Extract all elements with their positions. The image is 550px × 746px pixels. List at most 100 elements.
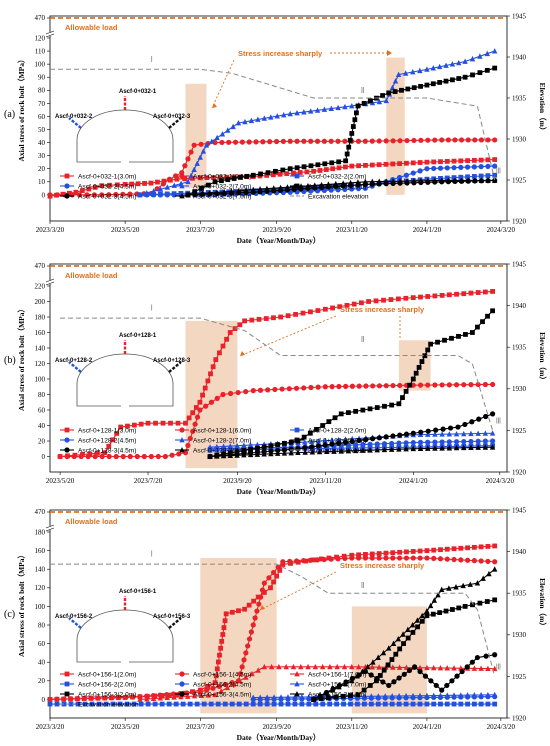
panel-b-series-ascf-0-128-1-6-0m--point <box>343 383 349 389</box>
panel-c-series-ascf-0-156-1-4-5m--point <box>210 685 216 691</box>
panel-b-series-ascf-0-128-3-7-0m--point <box>345 447 352 454</box>
panel-c-series-ascf-0-156-1-4-5m--point <box>478 558 484 564</box>
panel-c-series-ascf-0-156-1-2-0m--point <box>215 659 221 665</box>
panel-a-stage-label: Ⅱ <box>361 86 365 95</box>
panel-a-series-ascf-0-032-2-4-5m--point <box>464 164 471 170</box>
panel-a-series-ascf-0-032-3-2-0m--point <box>346 144 352 150</box>
panel-b-series-ascf-0-128-3-4-5m--point <box>336 440 342 446</box>
panel-a-stress-arrowhead <box>387 50 392 56</box>
panel-c-y2-axis-label: Elevation（m） <box>538 578 548 630</box>
panel-c-series-ascf-0-156-2-2-0m--point <box>173 701 179 707</box>
panel-c-series-ascf-0-156-1-4-5m--point <box>280 559 286 565</box>
panel-c-series-ascf-0-156-2-2-0m--point <box>110 701 116 707</box>
panel-a-series-ascf-0-032-1-3-0m--point <box>343 164 348 170</box>
panel-b-bolt-3 <box>168 361 182 373</box>
panel-c-series-ascf-0-156-1-2-0m--point <box>363 552 368 557</box>
panel-b-series-ascf-0-128-1-3-0m--point <box>454 291 459 297</box>
panel-a-series-ascf-0-032-1-3-0m--point <box>356 163 362 169</box>
panel-a-series-ascf-0-032-3-7-0m--point <box>271 185 277 191</box>
panel-a-series-ascf-0-032-1-6-0m--point <box>452 137 458 143</box>
panel-b-series-ascf-0-128-3-7-0m--point <box>367 447 373 453</box>
panel-c-series-ascf-0-156-1-2-0m--point <box>221 625 227 631</box>
panel-c-series-ascf-0-156-2-2-0m--point <box>187 701 193 707</box>
panel-c-xtick-label: 2023/9/20 <box>262 723 291 731</box>
panel-b-series-ascf-0-128-2-4-5m--point <box>461 438 467 445</box>
panel-b-series-ascf-0-128-3-2-0m--point <box>480 319 485 325</box>
panel-b-legend-marker <box>179 447 185 453</box>
panel-b-series-ascf-0-128-1-3-0m--point <box>366 299 372 304</box>
panel-a-series-ascf-0-032-2-7-0m--point <box>335 104 341 111</box>
panel-c-series-ascf-0-156-2-2-0m--point <box>382 701 388 707</box>
panel-c-series-ascf-0-156-3-7-0m--point <box>329 687 336 693</box>
panel-a-series-ascf-0-032-2-4-5m--point <box>458 164 464 171</box>
panel-a-series-ascf-0-032-3-7-0m--point <box>312 182 318 188</box>
panel-a-series-ascf-0-032-2-7-0m--point <box>230 123 236 130</box>
panel-c-legend-marker <box>179 691 185 697</box>
panel-c-axis-break <box>46 526 54 530</box>
panel-c-series-ascf-0-156-3-2-0m--point <box>355 692 361 698</box>
panel-a-series-ascf-0-032-1-6-0m--point <box>280 138 286 144</box>
panel-c-series-ascf-0-156-1-2-0m--point <box>451 546 457 552</box>
panel-a-series-ascf-0-032-2-4-5m--point <box>485 163 491 169</box>
panel-c-series-ascf-0-156-3-4-5m--point <box>386 682 392 689</box>
panel-c-series-ascf-0-156-1-4-5m--point <box>464 557 471 563</box>
panel-a-series-ascf-0-032-3-2-0m--point <box>484 67 490 73</box>
panel-b-legend-entry: Ascf-0+128-1(6.0m) <box>193 427 251 434</box>
panel-b-series-ascf-0-128-1-6-0m--point <box>363 383 369 389</box>
panel-c-series-ascf-0-156-1-2-0m--point <box>390 550 396 556</box>
panel-c-y2tick-label: 1920 <box>512 714 527 722</box>
panel-c-allowable-load-label: Allowable load <box>65 517 118 526</box>
panel-b-series-ascf-0-128-3-7-0m--point <box>410 445 416 452</box>
panel-a-series-ascf-0-032-1-6-0m--point <box>253 139 259 145</box>
panel-a-bolt-2 <box>68 117 82 129</box>
panel-a-series-ascf-0-032-2-7-0m--point <box>389 84 396 91</box>
panel-b-series-ascf-0-128-1-6-0m--point <box>208 399 215 405</box>
panel-a-series-ascf-0-032-1-3-0m--point <box>458 158 464 164</box>
panel-b-series-ascf-0-128-1-6-0m--point <box>92 453 98 460</box>
panel-c-series-ascf-0-156-1-4-5m--point <box>287 558 293 564</box>
panel-c-series-ascf-0-156-1-2-0m--point <box>492 543 498 549</box>
panel-c-series-ascf-0-156-1-4-5m--point <box>239 664 245 670</box>
panel-b-ytick-label: 0 <box>42 453 46 461</box>
panel-b-y2tick-label: 1945 <box>512 260 527 268</box>
panel-c-series-ascf-0-156-1-2-0m--point <box>383 550 389 556</box>
panel-b-series-ascf-0-128-2-4-5m--point <box>360 441 366 448</box>
panel-c-series-ascf-0-156-3-7-0m--point <box>395 635 401 642</box>
panel-c-series-ascf-0-156-1-2-0m--point <box>268 585 273 591</box>
panel-b-series-ascf-0-128-1-3-0m--point <box>200 392 205 398</box>
panel-a-series-ascf-0-032-2-7-0m--point <box>314 107 321 113</box>
panel-c-series-ascf-0-156-1-7-0m--point <box>319 663 326 670</box>
panel-c-series-ascf-0-156-3-4-5m--point <box>492 652 498 658</box>
panel-a-series-ascf-0-032-2-7-0m--point <box>248 117 255 124</box>
panel-a-series-ascf-0-032-3-7-0m--point <box>250 186 256 193</box>
panel-c-y2tick-label: 1930 <box>512 631 527 639</box>
panel-a-series-ascf-0-032-3-7-0m--point <box>214 189 220 195</box>
panel-c-series-ascf-0-156-2-7-0m--point <box>368 693 375 699</box>
panel-c-series-ascf-0-156-1-4-5m--point <box>75 695 81 702</box>
panel-b-y2tick-label: 1930 <box>512 385 527 393</box>
panel-a-series-ascf-0-032-1-3-0m--point <box>155 179 160 185</box>
panel-a-series-ascf-0-032-2-7-0m--point <box>137 191 143 198</box>
panel-c-series-ascf-0-156-1-4-5m--point <box>246 636 253 642</box>
panel-c-series-ascf-0-156-3-7-0m--point <box>317 693 323 699</box>
panel-a-ytick-label: 20 <box>38 165 46 173</box>
panel-a-series-ascf-0-032-1-6-0m--point <box>99 192 105 198</box>
panel-c-series-ascf-0-156-2-2-0m--point <box>145 701 151 707</box>
panel-c-series-ascf-0-156-3-7-0m--point <box>310 696 317 702</box>
panel-a-series-ascf-0-032-3-7-0m--point <box>485 177 491 183</box>
panel-b-series-ascf-0-128-1-6-0m--point <box>439 382 445 388</box>
panel-c-series-ascf-0-156-2-7-0m--point <box>299 694 305 700</box>
panel-c-series-ascf-0-156-1-7-0m--point <box>171 694 177 700</box>
panel-a-series-ascf-0-032-2-4-5m--point <box>396 174 403 181</box>
panel-a-series-ascf-0-032-1-6-0m--point <box>418 137 424 143</box>
panel-a-xtick-label: 2024/1/20 <box>413 226 442 234</box>
panel-a-series-ascf-0-032-1-6-0m--point <box>219 139 225 146</box>
panel-c-series-ascf-0-156-1-2-0m--point <box>274 573 280 579</box>
panel-c-plot-frame <box>49 509 508 719</box>
panel-c-series-ascf-0-156-1-2-0m--point <box>271 579 276 585</box>
panel-b-series-ascf-0-128-1-6-0m--point <box>162 453 168 460</box>
panel-b-series-ascf-0-128-3-2-0m--point <box>254 445 260 451</box>
panel-c-series-ascf-0-156-2-7-0m--point <box>271 694 277 700</box>
panel-c-series-ascf-0-156-2-2-0m--point <box>292 701 298 707</box>
panel-c-series-ascf-0-156-2-7-0m--point <box>250 694 256 700</box>
